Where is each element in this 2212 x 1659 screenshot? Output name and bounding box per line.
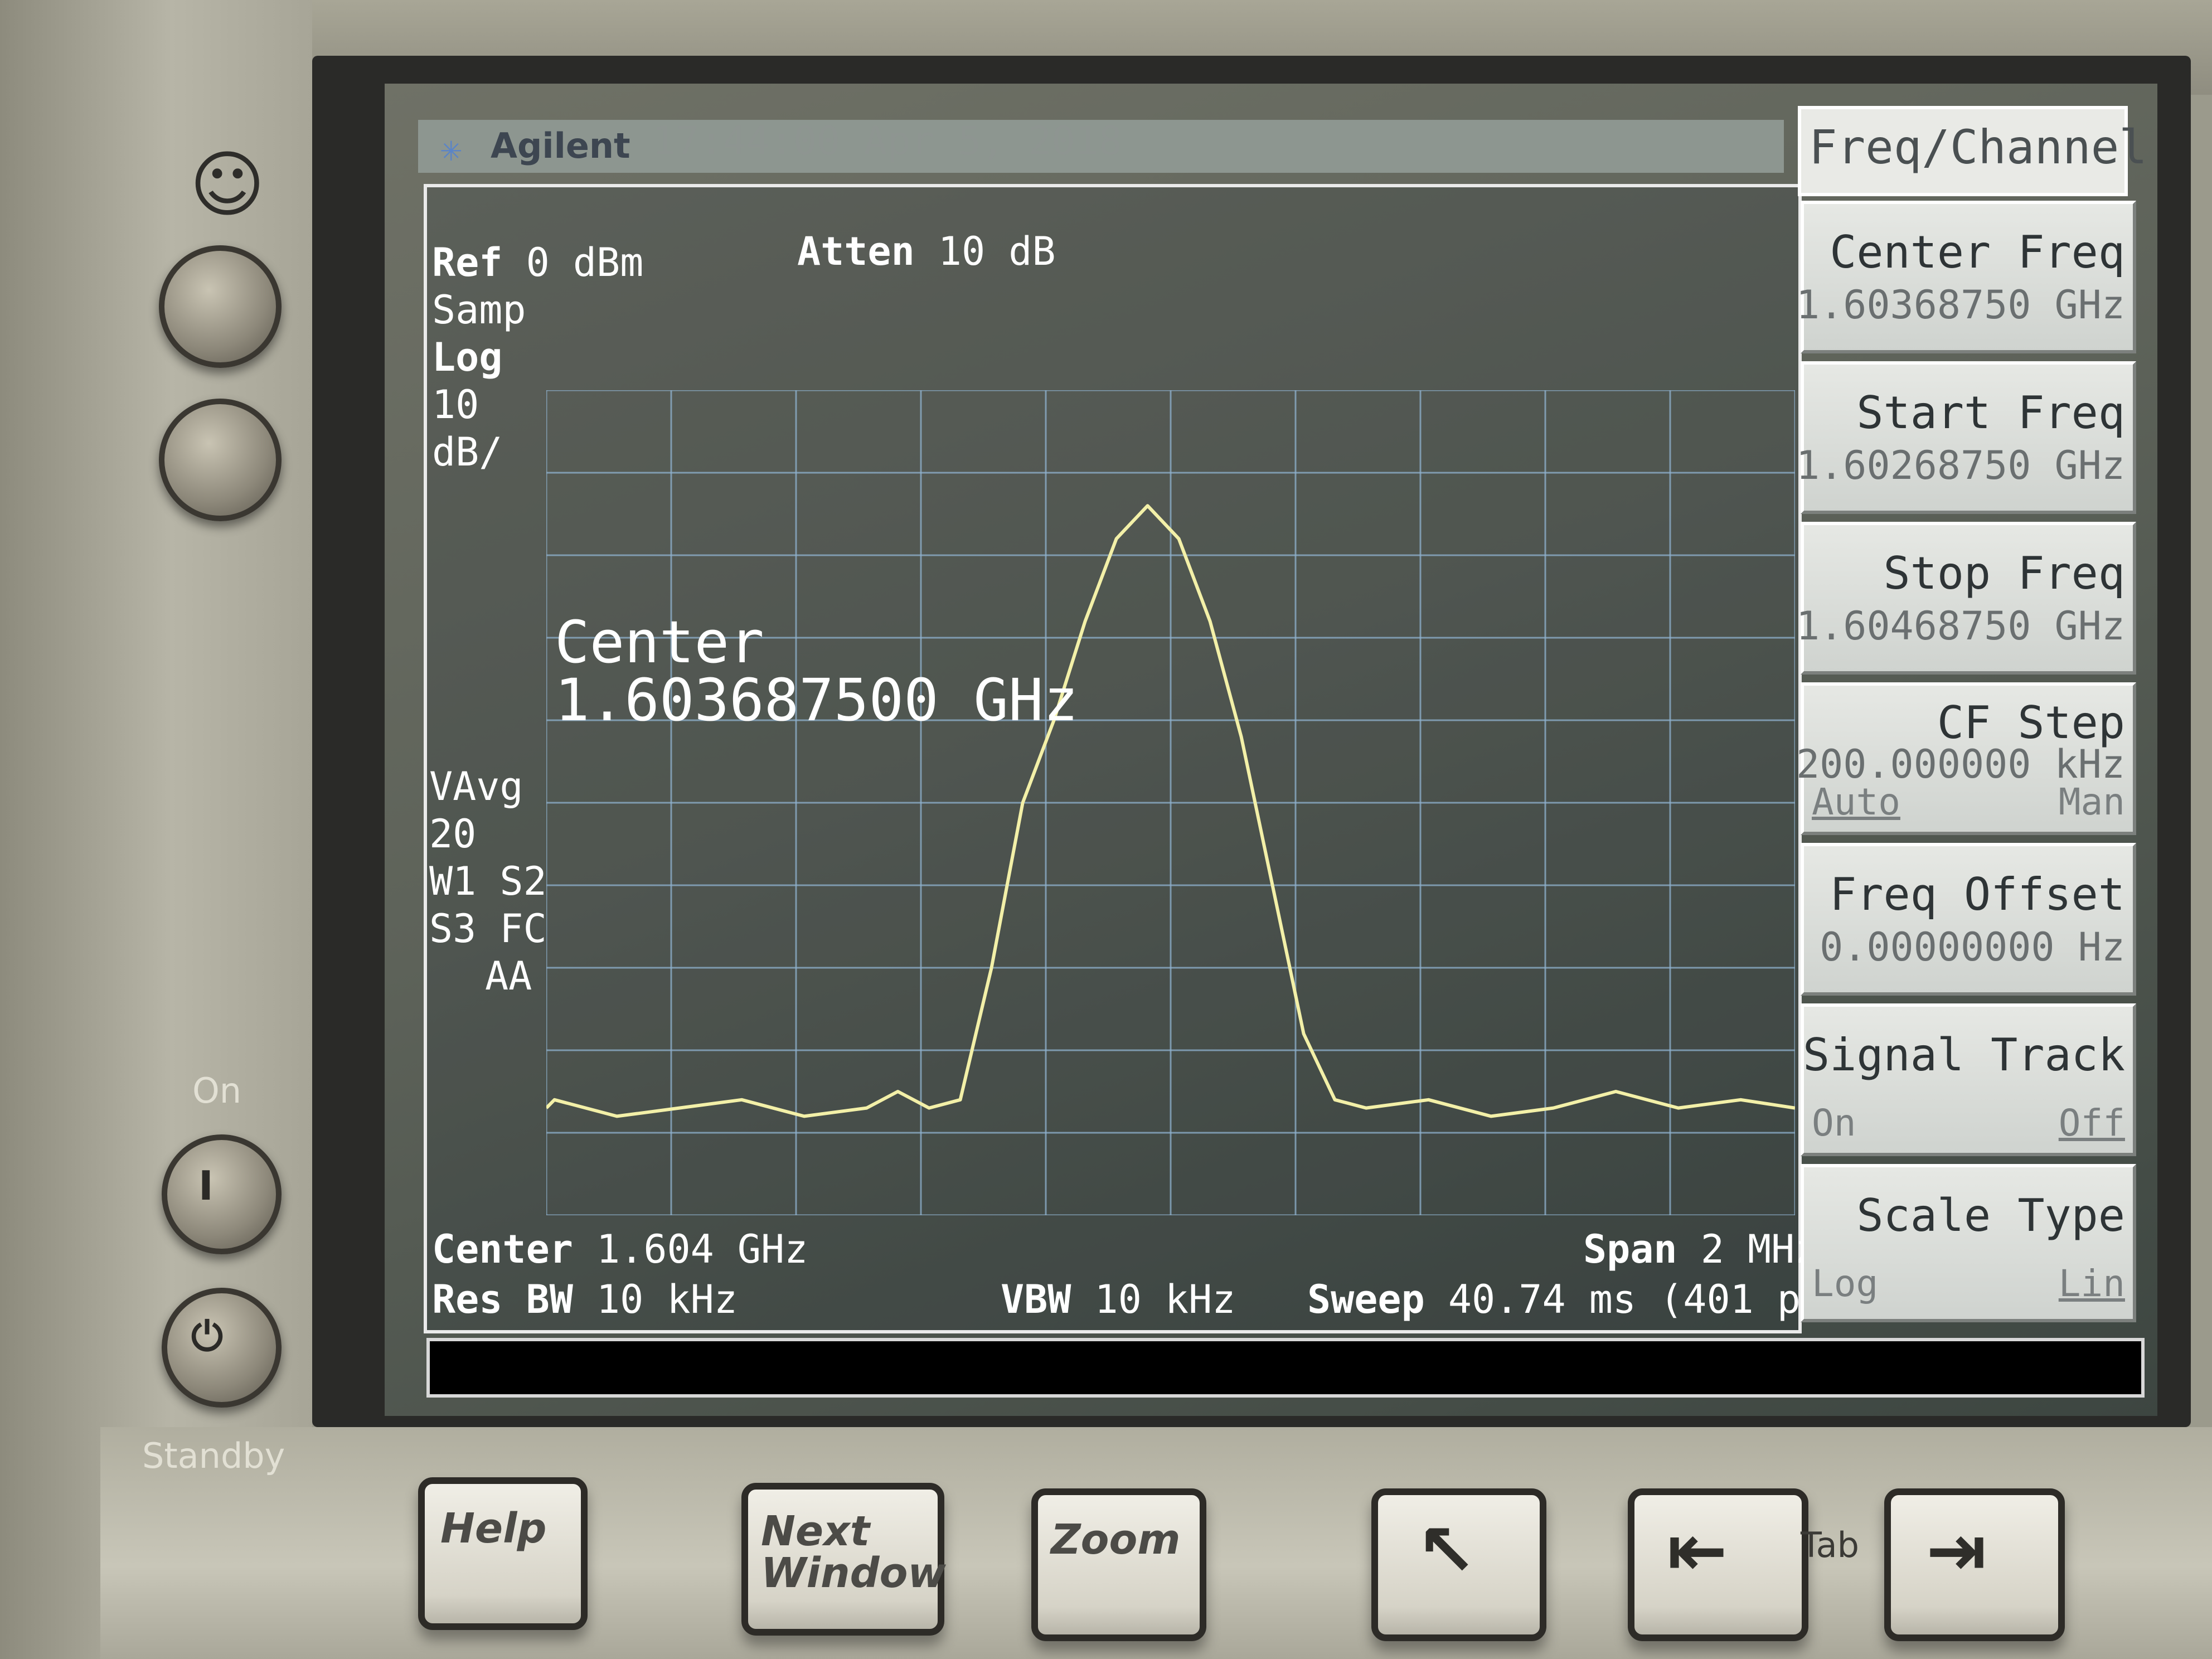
footer-center: Center 1.604 GHz xyxy=(432,1226,808,1272)
footer-sweep-label: Sweep xyxy=(1307,1277,1425,1322)
footer-center-label: Center xyxy=(432,1226,573,1272)
standby-label: Standby xyxy=(142,1435,285,1476)
brand-name: Agilent xyxy=(491,125,630,166)
plot-grid xyxy=(546,390,1795,1215)
title-bar xyxy=(418,120,1784,173)
side-button-upper[interactable] xyxy=(159,245,282,368)
standby-button[interactable] xyxy=(162,1288,282,1408)
zoom-key-label: Zoom xyxy=(1051,1516,1181,1564)
center-overlay-value: 1.603687500 GHz xyxy=(555,666,1079,734)
spectrum-trace xyxy=(546,504,1795,1118)
softkey-label: Stop Freq xyxy=(1883,547,2125,599)
ref-value: 0 dBm xyxy=(526,240,644,285)
scale-div-value: 10 xyxy=(432,382,479,428)
softkey-option-man: Man xyxy=(2058,780,2125,823)
center-overlay: Center 1.603687500 GHz xyxy=(555,613,1078,729)
softkey-value: 0.00000000 Hz xyxy=(1820,924,2125,970)
center-overlay-label: Center xyxy=(555,608,764,676)
scale-type: Log xyxy=(432,334,503,380)
softkey-value: 200.000000 kHz xyxy=(1796,741,2125,787)
avg-count: 20 xyxy=(429,811,477,857)
attenuation: Atten 10 dB xyxy=(797,229,1056,274)
trace-flags-2: S3 FC xyxy=(429,906,547,952)
power-on-button[interactable] xyxy=(162,1134,282,1254)
tab-back-icon: ⇤ xyxy=(1667,1508,1728,1593)
softkey-label: Start Freq xyxy=(1856,387,2125,439)
ref-level: Ref 0 dBm xyxy=(432,240,643,285)
help-key[interactable] xyxy=(418,1477,588,1630)
softkey-value: 1.60268750 GHz xyxy=(1796,443,2125,488)
softkey-signal-track[interactable]: Signal Track On Off xyxy=(1801,1003,2136,1156)
agilent-logo-icon: ✳ xyxy=(440,128,462,169)
footer-span-value: 2 MHz xyxy=(1700,1226,1818,1272)
footer-center-value: 1.604 GHz xyxy=(596,1226,808,1272)
softkey-center-freq[interactable]: Center Freq 1.60368750 GHz xyxy=(1796,201,2136,353)
next-window-key-label-2: Window xyxy=(761,1549,946,1597)
footer-vbw-label: VBW xyxy=(1001,1277,1071,1322)
tab-forward-key[interactable] xyxy=(1884,1488,2065,1641)
footer-span-label: Span xyxy=(1583,1226,1677,1272)
footer-span: Span 2 MHz xyxy=(1583,1226,1818,1272)
side-button-lower[interactable] xyxy=(159,399,282,521)
help-key-label: Help xyxy=(440,1505,547,1553)
diagonal-arrow-icon: ↖ xyxy=(1416,1508,1477,1593)
softkey-start-freq[interactable]: Start Freq 1.60268750 GHz xyxy=(1796,361,2136,514)
softkey-label: Signal Track xyxy=(1803,1029,2125,1081)
softkey-option-on: On xyxy=(1812,1102,1856,1144)
tab-forward-icon: ⇥ xyxy=(1926,1508,1987,1593)
softkey-scale-type[interactable]: Scale Type Log Lin xyxy=(1801,1164,2136,1322)
spectrum-plot xyxy=(546,390,1795,1215)
footer-res-bw: Res BW 10 kHz xyxy=(432,1277,738,1322)
softkey-label: Scale Type xyxy=(1856,1190,2125,1241)
footer-res-bw-label: Res BW xyxy=(432,1277,573,1322)
footer-res-bw-value: 10 kHz xyxy=(596,1277,738,1322)
select-arrow-key[interactable] xyxy=(1371,1488,1546,1641)
softkey-cf-step[interactable]: CF Step 200.000000 kHz Auto Man xyxy=(1796,682,2136,835)
timestamp: 17:44:00 Apr 5, 2018 xyxy=(652,118,1122,164)
power-on-label: On xyxy=(192,1070,242,1111)
footer-sweep: Sweep 40.74 ms (401 pts) xyxy=(1307,1277,1871,1322)
power-on-icon: I xyxy=(198,1162,214,1209)
avg-label: VAvg xyxy=(429,764,523,809)
standby-icon: ⏻ xyxy=(191,1313,223,1360)
softkey-option-off: Off xyxy=(2058,1102,2125,1144)
softkey-label: Freq Offset xyxy=(1830,869,2125,920)
speaker-head-icon: ☺ xyxy=(190,142,265,227)
softkey-option-log: Log xyxy=(1812,1262,1879,1305)
scale-div-unit: dB/ xyxy=(432,429,503,475)
next-window-key-label-1: Next xyxy=(761,1507,870,1555)
left-bezel xyxy=(0,0,312,1659)
zoom-key[interactable] xyxy=(1031,1488,1206,1641)
softkey-option-auto: Auto xyxy=(1812,780,1900,823)
tab-back-key[interactable] xyxy=(1628,1488,1808,1641)
atten-value: 10 dB xyxy=(938,229,1056,274)
footer-vbw: VBW 10 kHz xyxy=(1001,1277,1235,1322)
softkey-label: CF Step xyxy=(1937,697,2125,749)
ref-label: Ref xyxy=(432,240,503,285)
next-window-key[interactable] xyxy=(741,1483,944,1636)
tab-label: Tab xyxy=(1801,1525,1859,1565)
menu-title-box xyxy=(1798,106,2128,196)
softkey-value: 1.60368750 GHz xyxy=(1796,282,2125,328)
status-line xyxy=(426,1338,2145,1398)
trace-panel xyxy=(424,184,1802,1333)
trace-flags-3: AA xyxy=(485,953,532,999)
trace-flags-1: W1 S2 xyxy=(429,858,547,904)
softkey-option-lin: Lin xyxy=(2058,1262,2125,1305)
detector-mode: Samp xyxy=(432,287,526,333)
softkey-value: 1.60468750 GHz xyxy=(1796,603,2125,649)
softkey-stop-freq[interactable]: Stop Freq 1.60468750 GHz xyxy=(1796,522,2136,675)
softkey-label: Center Freq xyxy=(1830,226,2125,278)
atten-label: Atten xyxy=(797,229,915,274)
menu-title: Freq/Channel xyxy=(1809,120,2147,174)
footer-vbw-value: 10 kHz xyxy=(1094,1277,1236,1322)
softkey-freq-offset[interactable]: Freq Offset 0.00000000 Hz xyxy=(1801,843,2136,996)
